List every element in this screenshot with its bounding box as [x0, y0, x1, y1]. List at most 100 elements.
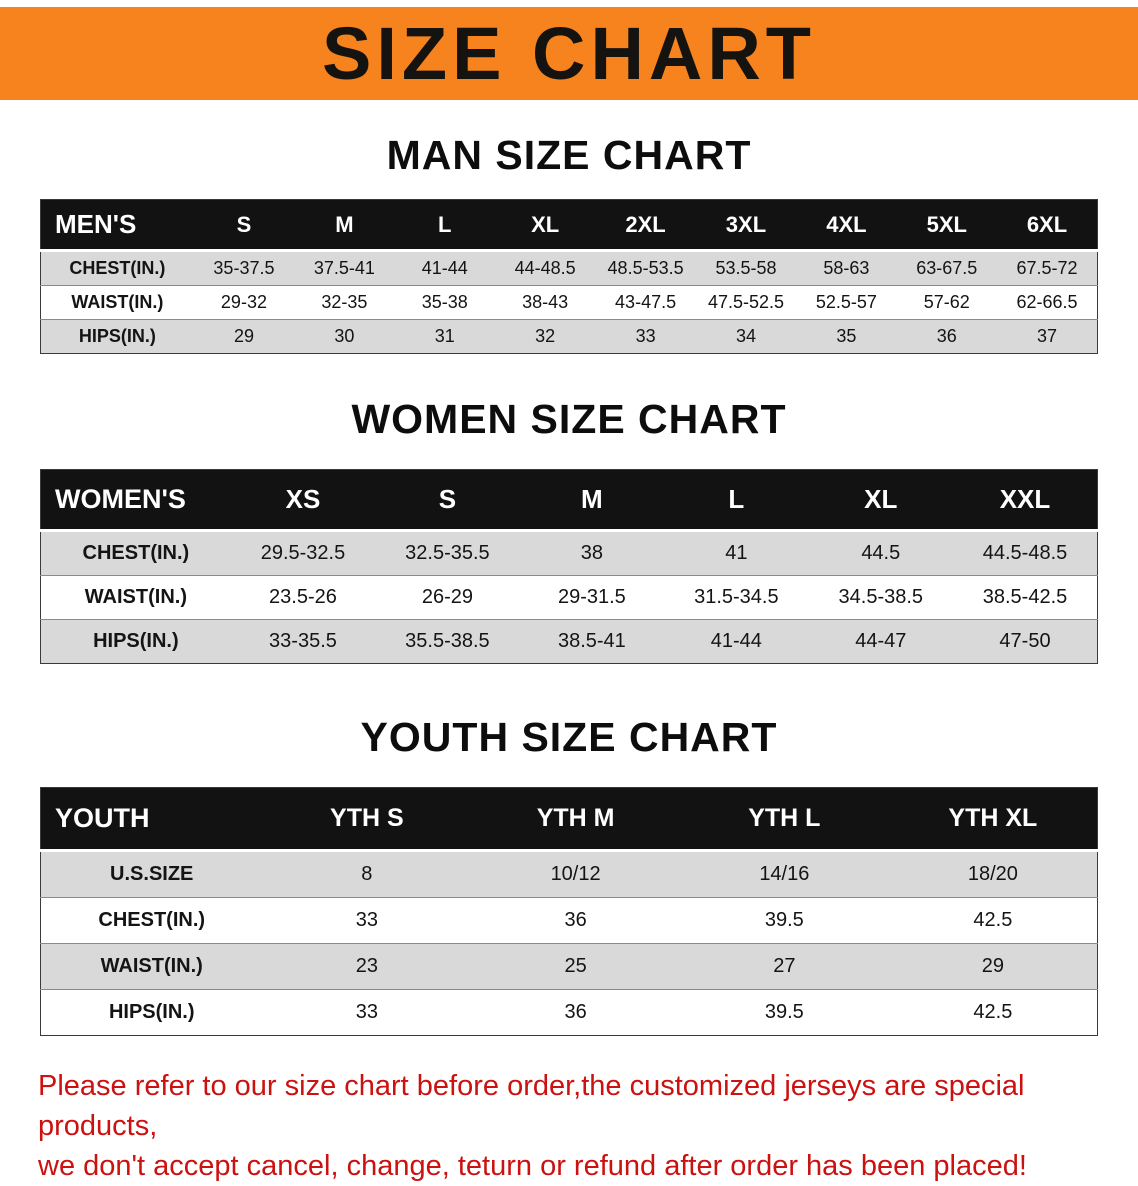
size-value: 47.5-52.5 — [695, 285, 797, 320]
size-value: 39.5 — [679, 897, 889, 944]
youth-size-section: YOUTH SIZE CHART YOUTH YTH S YTH M YTH L YTH… — [0, 714, 1138, 1036]
size-value: 29 — [888, 943, 1098, 990]
size-value: 42.5 — [888, 989, 1098, 1036]
size-column-header: YTH L — [679, 787, 889, 852]
disclaimer-note: Please refer to our size chart before or… — [38, 1066, 1100, 1186]
youth-size-table: YOUTH YTH S YTH M YTH L YTH XL U.S.SIZE 8 10/12… — [40, 787, 1098, 1036]
size-value: 41-44 — [394, 250, 495, 286]
size-column-header: 5XL — [896, 199, 997, 252]
size-value: 33-35.5 — [230, 619, 376, 664]
size-value: 14/16 — [679, 850, 889, 898]
row-label: HIPS(IN.) — [40, 989, 263, 1036]
size-column-header: 4XL — [796, 199, 897, 252]
disclaimer-line-2: we don't accept cancel, change, teturn o… — [38, 1150, 1027, 1183]
size-column-header: XL — [808, 469, 954, 532]
banner: SIZE CHART — [0, 7, 1138, 100]
table-row: HIPS(IN.) 33-35.5 35.5-38.5 38.5-41 41-44 44-… — [40, 619, 1098, 664]
size-table: MEN'S S M L XL 2XL 3XL 4XL 5XL 6XL CHEST(IN.) 35-37… — [40, 199, 1098, 354]
size-column-header: YTH S — [262, 787, 472, 852]
size-column-header: YTH M — [471, 787, 680, 852]
size-value: 37.5-41 — [294, 250, 395, 286]
row-label: HIPS(IN.) — [40, 319, 194, 354]
size-value: 35 — [796, 319, 897, 354]
men-size-table: MEN'S S M L XL 2XL 3XL 4XL 5XL 6XL CHEST(IN.) 35-37… — [40, 199, 1098, 354]
size-column-header: XS — [230, 469, 376, 532]
size-value: 44-47 — [808, 619, 954, 664]
table-row: HIPS(IN.) 29 30 31 32 33 34 35 36 37 — [40, 319, 1098, 354]
size-value: 34.5-38.5 — [808, 575, 954, 620]
size-value: 33 — [262, 989, 472, 1036]
size-value: 44.5-48.5 — [953, 530, 1098, 576]
size-value: 35.5-38.5 — [375, 619, 520, 664]
size-value: 62-66.5 — [997, 285, 1098, 320]
size-value: 35-37.5 — [193, 250, 295, 286]
size-column-header: XXL — [953, 469, 1098, 532]
size-value: 52.5-57 — [796, 285, 897, 320]
size-value: 38 — [519, 530, 665, 576]
size-value: 35-38 — [394, 285, 495, 320]
size-value: 29 — [193, 319, 295, 354]
row-label: U.S.SIZE — [40, 850, 263, 898]
women-section-title: WOMEN SIZE CHART — [351, 396, 787, 442]
row-label: WAIST(IN.) — [40, 943, 263, 990]
size-value: 26-29 — [375, 575, 520, 620]
header-row: YOUTH YTH S YTH M YTH L YTH XL — [40, 787, 1098, 852]
size-value: 41 — [664, 530, 809, 576]
size-column-header: S — [193, 199, 295, 252]
size-column-header: 6XL — [997, 199, 1098, 252]
size-value: 29-31.5 — [519, 575, 665, 620]
size-value: 38.5-42.5 — [953, 575, 1098, 620]
row-label: WAIST(IN.) — [40, 285, 194, 320]
table-row: CHEST(IN.) 29.5-32.5 32.5-35.5 38 41 44.5 44.5… — [40, 530, 1098, 576]
size-column-header: L — [664, 469, 809, 532]
table-label: WOMEN'S — [40, 469, 231, 532]
size-column-header: M — [519, 469, 665, 532]
size-value: 63-67.5 — [896, 250, 997, 286]
size-value: 25 — [471, 943, 680, 990]
table-row: U.S.SIZE 8 10/12 14/16 18/20 — [40, 850, 1098, 898]
size-table: WOMEN'S XS S M L XL XXL CHEST(IN.) 29.5-32.5 32.5… — [40, 469, 1098, 664]
table-row: WAIST(IN.) 29-32 32-35 35-38 38-43 43-47.5 47.… — [40, 285, 1098, 320]
size-value: 67.5-72 — [997, 250, 1098, 286]
page-title: SIZE CHART — [322, 12, 816, 95]
size-value: 47-50 — [953, 619, 1098, 664]
size-value: 32 — [494, 319, 596, 354]
size-value: 29.5-32.5 — [230, 530, 376, 576]
size-value: 32.5-35.5 — [375, 530, 520, 576]
table-row: CHEST(IN.) 35-37.5 37.5-41 41-44 44-48.5 48.5… — [40, 250, 1098, 286]
size-value: 31 — [394, 319, 495, 354]
size-value: 43-47.5 — [595, 285, 696, 320]
size-value: 23 — [262, 943, 472, 990]
size-value: 38-43 — [494, 285, 596, 320]
size-column-header: L — [394, 199, 495, 252]
size-value: 57-62 — [896, 285, 997, 320]
size-value: 8 — [262, 850, 472, 898]
size-value: 33 — [262, 897, 472, 944]
size-column-header: 2XL — [595, 199, 696, 252]
size-value: 33 — [595, 319, 696, 354]
row-label: WAIST(IN.) — [40, 575, 231, 620]
header-row: MEN'S S M L XL 2XL 3XL 4XL 5XL 6XL — [40, 199, 1098, 252]
size-value: 53.5-58 — [695, 250, 797, 286]
table-row: WAIST(IN.) 23.5-26 26-29 29-31.5 31.5-34.5 34… — [40, 575, 1098, 620]
size-value: 39.5 — [679, 989, 889, 1036]
size-value: 58-63 — [796, 250, 897, 286]
size-value: 44-48.5 — [494, 250, 596, 286]
table-row: HIPS(IN.) 33 36 39.5 42.5 — [40, 989, 1098, 1036]
size-value: 31.5-34.5 — [664, 575, 809, 620]
row-label: CHEST(IN.) — [40, 250, 194, 286]
size-column-header: M — [294, 199, 395, 252]
table-label: MEN'S — [40, 199, 194, 252]
row-label: CHEST(IN.) — [40, 897, 263, 944]
size-table: YOUTH YTH S YTH M YTH L YTH XL U.S.SIZE 8 10/12… — [40, 787, 1098, 1036]
size-value: 48.5-53.5 — [595, 250, 696, 286]
size-value: 44.5 — [808, 530, 954, 576]
size-value: 32-35 — [294, 285, 395, 320]
row-label: CHEST(IN.) — [40, 530, 231, 576]
row-label: HIPS(IN.) — [40, 619, 231, 664]
women-size-section: WOMEN SIZE CHART WOMEN'S XS S M L XL XXL CHEST(… — [0, 396, 1138, 664]
size-value: 41-44 — [664, 619, 809, 664]
youth-section-title: YOUTH SIZE CHART — [360, 714, 778, 760]
size-value: 34 — [695, 319, 797, 354]
size-value: 29-32 — [193, 285, 295, 320]
